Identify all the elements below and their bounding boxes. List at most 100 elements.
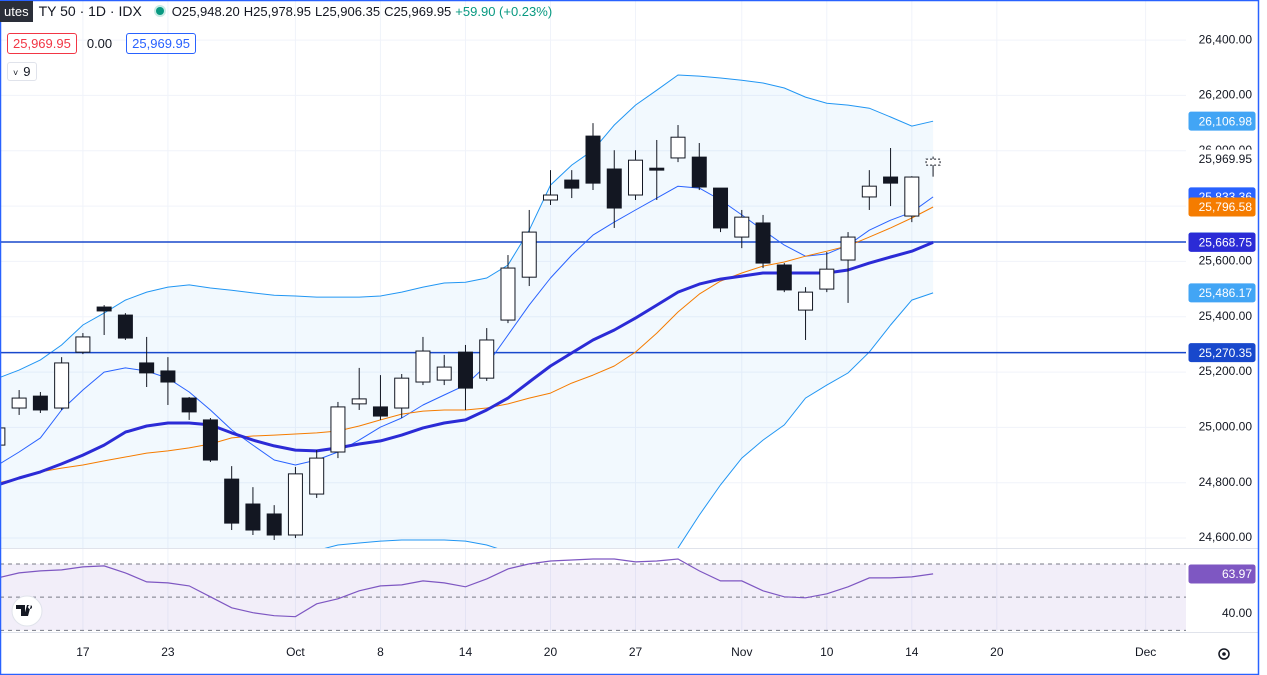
candle-body xyxy=(0,427,6,446)
candle-body xyxy=(883,176,899,184)
price-badge xyxy=(1188,564,1256,584)
symbol[interactable]: TY 50 · 1D · IDX xyxy=(38,3,142,19)
indicator-value: 25,969.95 xyxy=(126,33,196,54)
x-tick-label: 20 xyxy=(544,645,558,659)
x-tick-label: Oct xyxy=(286,645,305,659)
y-tick-label: 26,200.00 xyxy=(1199,88,1253,102)
candle-body xyxy=(606,168,622,209)
price-badge xyxy=(1188,283,1256,303)
candle-body xyxy=(309,457,325,495)
x-tick-label: 8 xyxy=(377,645,384,659)
candle-body xyxy=(11,397,27,409)
candle-body xyxy=(372,406,388,417)
candle-body xyxy=(479,339,495,379)
ohlc-value: +59.90 (+0.23%) xyxy=(455,3,553,19)
rsi-line xyxy=(0,558,934,618)
interval-badge[interactable]: utes xyxy=(0,0,33,22)
candle-body xyxy=(32,395,48,411)
candle-body xyxy=(96,306,112,312)
y-tick-label: 25,200.00 xyxy=(1199,364,1253,378)
candle-body xyxy=(925,158,941,166)
price-badge-label: 25,668.75 xyxy=(1199,236,1253,250)
y-tick-label: 25,000.00 xyxy=(1199,420,1253,434)
candle-body xyxy=(330,406,346,453)
candle-body xyxy=(266,513,282,536)
indicator-toggle-row: ˅ 9 xyxy=(7,62,47,81)
ohlc-value: L25,906.35 xyxy=(314,3,381,19)
candle-body xyxy=(734,216,750,238)
candle-body xyxy=(75,336,91,353)
x-tick-label: Nov xyxy=(731,645,752,659)
candle-body xyxy=(861,185,877,198)
indicator-count: 9 xyxy=(23,64,31,79)
ohlc: O25,948.20 H25,978.95 L25,906.35 C25,969.95… xyxy=(172,4,552,19)
header-row: utes TY 50 · 1D · IDX O25,948.20 H25,978.… xyxy=(0,0,552,22)
price-badge xyxy=(1188,111,1256,131)
indicator-value: 0.00 xyxy=(86,36,113,51)
price-badge xyxy=(1188,343,1256,363)
price-badge xyxy=(1188,149,1256,169)
candle-body xyxy=(54,362,70,409)
y-tick-label: 24,800.00 xyxy=(1199,475,1253,489)
x-tick-label: 23 xyxy=(161,645,175,659)
market-status xyxy=(155,7,164,15)
x-tick-label: 20 xyxy=(990,645,1004,659)
candle-body xyxy=(224,478,240,524)
band-fill xyxy=(0,75,934,548)
x-tick-label: 27 xyxy=(629,645,643,659)
candle-body xyxy=(351,398,367,405)
x-tick-label: 14 xyxy=(459,645,473,659)
ohlc-value: O25,948.20 xyxy=(171,3,240,19)
indicator-toggle[interactable]: ˅ 9 xyxy=(7,62,37,81)
axes: 11723Oct8142027Nov101420Dec24,600.0024,8… xyxy=(0,32,1256,659)
candle-body xyxy=(436,366,452,381)
candle-body xyxy=(160,370,176,383)
candle-body xyxy=(287,473,303,536)
candle-body xyxy=(819,268,835,290)
price-badge xyxy=(1188,232,1256,252)
candle-body xyxy=(542,194,558,201)
price-badge-label: 25,486.17 xyxy=(1199,286,1253,300)
candle-body xyxy=(117,314,133,339)
x-tick-label: 10 xyxy=(820,645,834,659)
candle-body xyxy=(564,179,580,189)
tv-logo xyxy=(11,595,43,627)
indicator-row: 25,969.95 0.00 25,969.95 xyxy=(7,33,206,54)
grid xyxy=(0,0,1186,632)
y-tick-label: 40.00 xyxy=(1222,606,1252,620)
candle-body xyxy=(904,176,920,217)
rsi-pane xyxy=(0,558,1186,631)
candle-body xyxy=(840,236,856,261)
candle-body xyxy=(628,159,644,196)
candle-body xyxy=(181,397,197,413)
price-badge-label: 25,969.95 xyxy=(1199,152,1253,166)
x-tick-label: 17 xyxy=(76,645,90,659)
candle-body xyxy=(394,377,410,409)
candle-body xyxy=(798,291,814,311)
candle-body xyxy=(691,156,707,188)
settings-icon[interactable] xyxy=(1218,648,1230,660)
price-badge xyxy=(1188,197,1256,217)
candle-body xyxy=(521,231,537,278)
candle-body xyxy=(202,419,218,461)
candle-body xyxy=(457,351,473,389)
candle-body xyxy=(415,350,431,383)
candle-body xyxy=(755,222,771,264)
band-lower xyxy=(324,292,934,548)
candle-body xyxy=(500,267,516,321)
y-tick-label: 25,600.00 xyxy=(1199,254,1253,268)
price-badge-label: 63.97 xyxy=(1222,567,1252,581)
price-badge-label: 26,106.98 xyxy=(1199,114,1253,128)
y-tick-label: 24,600.00 xyxy=(1199,530,1253,544)
candle-body xyxy=(139,362,155,374)
y-tick-label: 25,400.00 xyxy=(1199,309,1253,323)
x-tick-label: 14 xyxy=(905,645,919,659)
candle-body xyxy=(649,167,665,171)
x-tick-label: Dec xyxy=(1135,645,1156,659)
chevron: ˅ xyxy=(13,68,19,78)
indicator-value: 25,969.95 xyxy=(7,33,77,54)
candle-body xyxy=(585,135,601,184)
ohlc-value: C25,969.95 xyxy=(384,3,452,19)
